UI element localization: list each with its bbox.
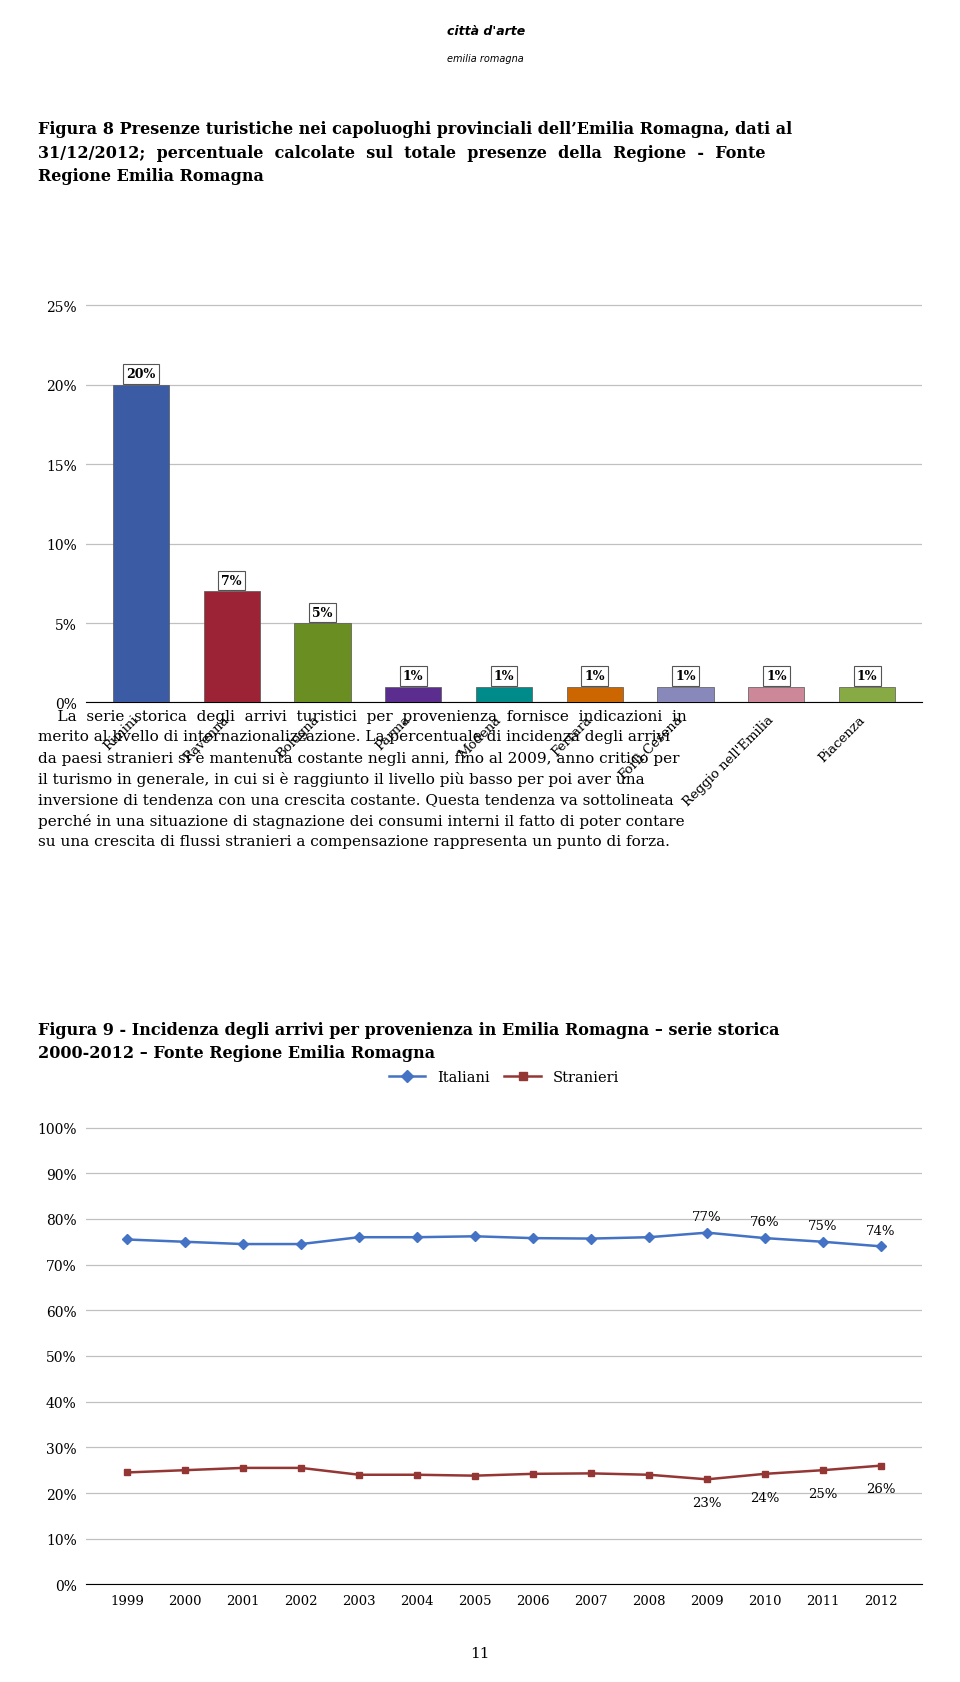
Italiani — [353, 1228, 365, 1248]
Text: 74%: 74% — [866, 1224, 896, 1236]
Text: 1%: 1% — [403, 669, 423, 683]
Text: 1%: 1% — [857, 669, 877, 683]
Bar — [658, 688, 713, 703]
Line: Italiani: Italiani — [124, 1230, 884, 1250]
Stranieri — [411, 1465, 422, 1485]
Bar — [566, 688, 623, 703]
Italiani — [817, 1231, 828, 1251]
Legend: Italiani, Stranieri: Italiani, Stranieri — [383, 1065, 625, 1090]
Bar — [385, 688, 442, 703]
Stranieri — [817, 1460, 828, 1480]
Stranieri — [180, 1460, 191, 1480]
Italiani — [180, 1231, 191, 1251]
Bar — [476, 688, 532, 703]
Text: Figura 8 Presenze turistiche nei capoluoghi provinciali dell’Emilia Romagna, dat: Figura 8 Presenze turistiche nei capoluo… — [38, 121, 793, 185]
Text: 5%: 5% — [312, 607, 332, 619]
Bar — [748, 688, 804, 703]
Italiani — [527, 1228, 539, 1248]
Text: Figura 9 - Incidenza degli arrivi per provenienza in Emilia Romagna – serie stor: Figura 9 - Incidenza degli arrivi per pr… — [38, 1021, 780, 1061]
Italiani — [586, 1230, 597, 1250]
Text: città d'arte: città d'arte — [446, 25, 525, 39]
Bar — [295, 624, 350, 703]
Text: emilia romagna: emilia romagna — [447, 54, 524, 64]
Text: 26%: 26% — [866, 1482, 896, 1495]
Line: Stranieri: Stranieri — [124, 1462, 884, 1484]
Italiani — [469, 1226, 481, 1246]
Text: 75%: 75% — [808, 1219, 838, 1233]
Bar — [112, 385, 169, 703]
Stranieri — [237, 1458, 249, 1478]
Italiani — [296, 1235, 307, 1255]
Stranieri — [586, 1463, 597, 1484]
Text: 11: 11 — [470, 1645, 490, 1660]
Text: 23%: 23% — [692, 1495, 722, 1509]
Text: 25%: 25% — [808, 1487, 838, 1500]
Text: 20%: 20% — [127, 368, 156, 382]
Stranieri — [701, 1470, 712, 1490]
Stranieri — [469, 1465, 481, 1485]
Bar — [839, 688, 896, 703]
Italiani — [701, 1223, 712, 1243]
Stranieri — [353, 1465, 365, 1485]
Text: La  serie  storica  degli  arrivi  turistici  per  provenienza  fornisce  indica: La serie storica degli arrivi turistici … — [38, 710, 687, 849]
Stranieri — [643, 1465, 655, 1485]
Stranieri — [296, 1458, 307, 1478]
Text: 24%: 24% — [751, 1490, 780, 1504]
Text: 7%: 7% — [222, 575, 242, 587]
Text: 1%: 1% — [585, 669, 605, 683]
Italiani — [876, 1236, 887, 1256]
Stranieri — [759, 1463, 771, 1484]
Italiani — [121, 1230, 132, 1250]
Text: 76%: 76% — [750, 1216, 780, 1228]
Italiani — [643, 1228, 655, 1248]
Stranieri — [121, 1463, 132, 1484]
Text: 1%: 1% — [493, 669, 515, 683]
Italiani — [759, 1228, 771, 1248]
Bar — [204, 592, 260, 703]
Stranieri — [876, 1455, 887, 1475]
Italiani — [237, 1235, 249, 1255]
Text: 77%: 77% — [692, 1209, 722, 1223]
Stranieri — [527, 1463, 539, 1484]
Italiani — [411, 1228, 422, 1248]
Text: 1%: 1% — [675, 669, 696, 683]
Text: 1%: 1% — [766, 669, 786, 683]
